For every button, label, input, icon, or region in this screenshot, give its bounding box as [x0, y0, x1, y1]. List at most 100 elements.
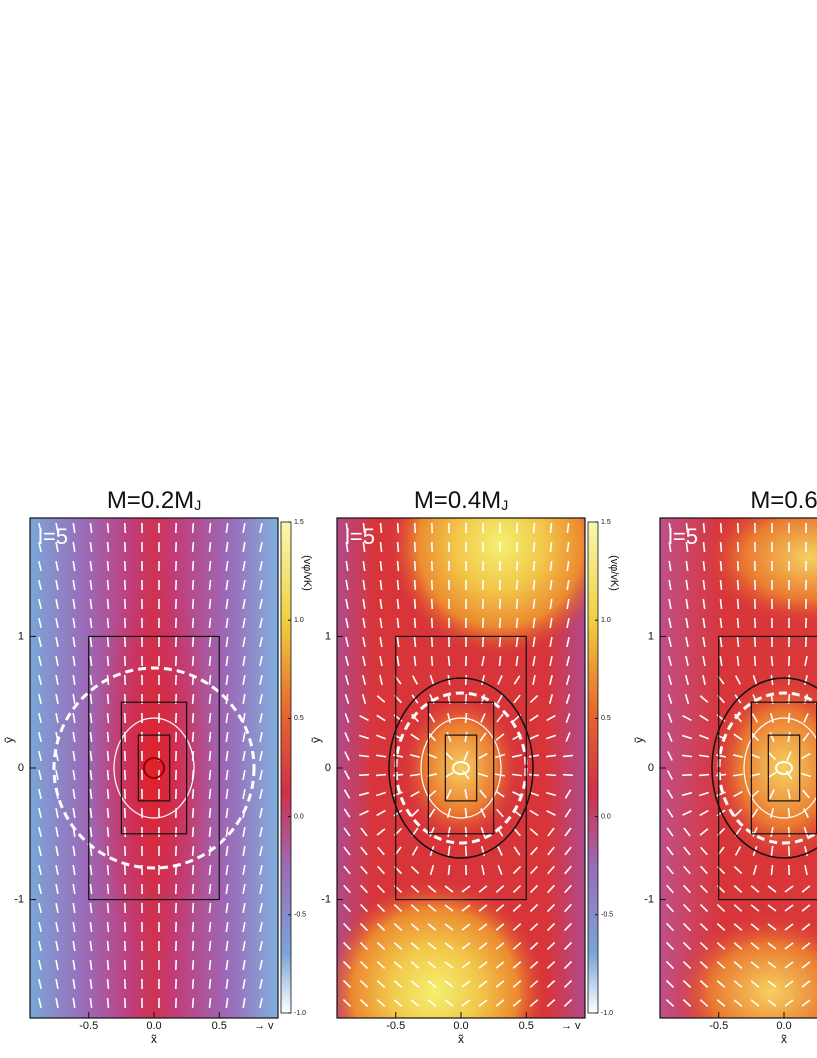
- flow-arrow: [700, 865, 708, 875]
- region-box: [427, 701, 495, 835]
- flow-arrow: [55, 655, 59, 667]
- flow-arrow: [549, 560, 553, 572]
- flow-arrow: [89, 674, 93, 686]
- flow-arrow: [733, 865, 743, 875]
- flow-arrow: [566, 598, 570, 610]
- flow-arrow: [89, 636, 93, 648]
- flow-arrow: [444, 999, 454, 1007]
- flow-arrow: [529, 714, 539, 722]
- flow-arrow: [427, 999, 437, 1007]
- y-tick-label: 0: [648, 762, 654, 774]
- flow-arrow: [802, 789, 810, 799]
- flow-arrow: [123, 959, 127, 971]
- flow-arrow: [546, 999, 556, 1007]
- flow-arrow: [344, 713, 350, 723]
- flow-arrow: [38, 693, 42, 705]
- flow-arrow: [259, 598, 263, 610]
- flow-arrow: [208, 731, 212, 743]
- panel-label: l=5: [345, 524, 375, 549]
- flow-arrow: [89, 769, 93, 781]
- flow-arrow: [342, 998, 352, 1008]
- field-hot: [670, 911, 817, 1018]
- colorbar-tick-label: -0.5: [294, 912, 306, 919]
- flow-arrow: [359, 922, 369, 932]
- flow-arrow: [736, 541, 740, 553]
- flow-arrow: [716, 903, 726, 913]
- flow-arrow: [683, 884, 691, 894]
- flow-arrow: [681, 734, 693, 740]
- flow-arrow: [123, 541, 127, 553]
- flow-arrow: [55, 636, 59, 648]
- flow-arrow: [565, 693, 571, 705]
- flow-arrow: [494, 773, 506, 777]
- flow-arrow: [512, 904, 522, 912]
- flow-arrow: [446, 789, 452, 799]
- flow-arrow: [681, 791, 693, 797]
- flow-arrow: [478, 885, 488, 893]
- flow-arrow: [549, 579, 553, 591]
- flow-arrow: [750, 999, 760, 1007]
- flow-arrow: [495, 904, 505, 912]
- flow-arrow: [343, 808, 351, 818]
- flow-arrow: [784, 904, 794, 912]
- flow-arrow: [89, 826, 93, 838]
- flow-arrow: [123, 712, 127, 724]
- flow-arrow: [89, 807, 93, 819]
- colorbar-tick-label: 1.5: [294, 519, 304, 526]
- flow-arrow: [72, 636, 76, 648]
- flow-arrow: [480, 808, 486, 818]
- flow-arrow: [376, 714, 386, 722]
- flow-arrow: [410, 904, 420, 912]
- flow-arrow: [89, 845, 93, 857]
- flow-arrow: [513, 846, 521, 856]
- flow-arrow: [752, 827, 758, 837]
- flow-arrow: [89, 598, 93, 610]
- flow-arrow: [564, 808, 572, 818]
- flow-arrow: [242, 522, 246, 534]
- flow-arrow: [345, 522, 349, 534]
- flow-arrow: [685, 541, 689, 553]
- flow-arrow: [259, 959, 263, 971]
- flow-arrow: [191, 579, 195, 591]
- flow-arrow: [750, 980, 760, 988]
- flow-arrow: [800, 772, 812, 778]
- flow-arrow: [38, 978, 42, 990]
- flow-arrow: [685, 598, 689, 610]
- flow-arrow: [752, 864, 758, 876]
- flow-arrow: [123, 978, 127, 990]
- flow-arrow: [376, 903, 386, 913]
- flow-arrow: [668, 617, 672, 629]
- flow-arrow: [89, 883, 93, 895]
- flow-arrow: [72, 921, 76, 933]
- flow-arrow: [208, 921, 212, 933]
- flow-arrow: [72, 807, 76, 819]
- region-box: [767, 734, 801, 802]
- flow-arrow: [343, 903, 351, 913]
- flow-arrow: [682, 979, 692, 989]
- flow-arrow: [343, 884, 351, 894]
- flow-arrow: [444, 923, 454, 931]
- flow-arrow: [564, 903, 572, 913]
- flow-arrow: [787, 826, 791, 838]
- flow-arrow: [342, 960, 352, 970]
- flow-arrow: [462, 770, 470, 780]
- flow-arrow: [715, 754, 727, 758]
- flow-arrow: [359, 979, 369, 989]
- flow-arrow: [668, 655, 672, 667]
- flow-arrow: [667, 751, 673, 761]
- flow-arrow: [191, 522, 195, 534]
- panel-2: [660, 518, 817, 1018]
- x-tick-label: -0.5: [79, 1020, 98, 1032]
- flow-arrow: [361, 693, 367, 705]
- flow-arrow: [769, 789, 775, 799]
- flow-arrow: [242, 617, 246, 629]
- flow-arrow: [343, 789, 351, 799]
- flow-arrow: [529, 828, 539, 836]
- flow-arrow: [379, 655, 383, 667]
- flow-arrow: [532, 674, 536, 686]
- flow-arrow: [716, 980, 726, 988]
- flow-arrow: [736, 579, 740, 591]
- flow-arrow: [682, 999, 692, 1007]
- flow-arrow: [191, 788, 195, 800]
- flow-arrow: [359, 941, 369, 951]
